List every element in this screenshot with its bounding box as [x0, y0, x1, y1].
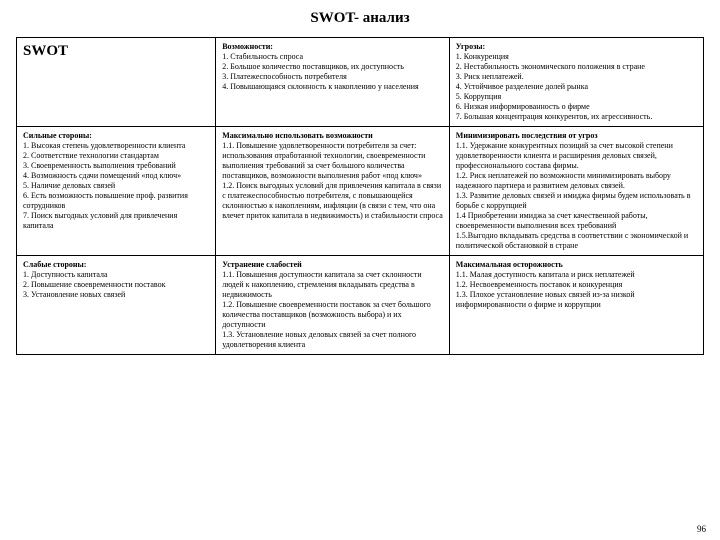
- table-row: SWOT Возможности: 1. Стабильность спроса…: [17, 38, 704, 127]
- cell-body: 1. Конкуренция 2. Нестабильность экономи…: [456, 52, 653, 121]
- cell-body: 1.1. Повышение удовлетворенности потреби…: [222, 141, 443, 220]
- cell-body: 1. Высокая степень удовлетворенности кли…: [23, 141, 188, 230]
- cell-heading: Угрозы:: [456, 42, 697, 52]
- wt-cell: Максимальная осторожность 1.1. Малая дос…: [449, 256, 703, 355]
- table-row: Сильные стороны: 1. Высокая степень удов…: [17, 127, 704, 256]
- cell-heading: Сильные стороны:: [23, 131, 209, 141]
- cell-body: 1.1. Малая доступность капитала и риск н…: [456, 270, 635, 309]
- swot-table: SWOT Возможности: 1. Стабильность спроса…: [16, 37, 704, 355]
- so-cell: Максимально использовать возможности 1.1…: [216, 127, 450, 256]
- swot-label-cell: SWOT: [17, 38, 216, 127]
- cell-heading: Минимизировать последствия от угроз: [456, 131, 697, 141]
- cell-body: 1. Стабильность спроса 2. Большое количе…: [222, 52, 419, 91]
- cell-heading: Максимально использовать возможности: [222, 131, 443, 141]
- cell-heading: Устранение слабостей: [222, 260, 443, 270]
- weaknesses-cell: Слабые стороны: 1. Доступность капитала …: [17, 256, 216, 355]
- cell-body: 1. Доступность капитала 2. Повышение сво…: [23, 270, 166, 299]
- wo-cell: Устранение слабостей 1.1. Повышения дост…: [216, 256, 450, 355]
- cell-body: 1.1. Удержание конкурентных позиций за с…: [456, 141, 691, 250]
- page-title: SWOT- анализ: [16, 10, 704, 27]
- cell-heading: Слабые стороны:: [23, 260, 209, 270]
- opportunities-cell: Возможности: 1. Стабильность спроса 2. Б…: [216, 38, 450, 127]
- cell-body: 1.1. Повышения доступности капитала за с…: [222, 270, 431, 349]
- strengths-cell: Сильные стороны: 1. Высокая степень удов…: [17, 127, 216, 256]
- cell-heading: Возможности:: [222, 42, 443, 52]
- swot-label: SWOT: [23, 43, 68, 59]
- threats-cell: Угрозы: 1. Конкуренция 2. Нестабильность…: [449, 38, 703, 127]
- cell-heading: Максимальная осторожность: [456, 260, 697, 270]
- st-cell: Минимизировать последствия от угроз 1.1.…: [449, 127, 703, 256]
- table-row: Слабые стороны: 1. Доступность капитала …: [17, 256, 704, 355]
- page-number: 96: [697, 524, 706, 534]
